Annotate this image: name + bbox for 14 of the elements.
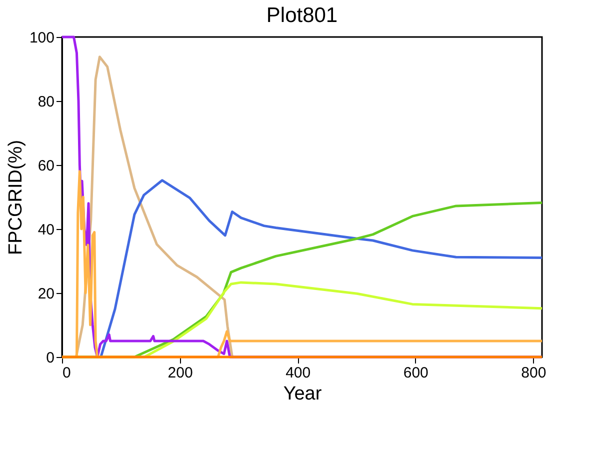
- y-tick-label: 60: [38, 158, 54, 174]
- y-tick-label: 80: [38, 94, 54, 110]
- chart-title: Plot801: [266, 4, 338, 27]
- y-tick-label: 40: [38, 222, 54, 238]
- y-tick-label: 0: [46, 350, 54, 366]
- x-axis-title: Year: [283, 384, 322, 404]
- x-tick-label: 200: [168, 364, 193, 382]
- x-tick-label: 800: [521, 364, 546, 382]
- x-tick-label: 0: [62, 364, 71, 382]
- y-axis-title: FPCGRID(%): [5, 140, 26, 256]
- x-tick-label: 600: [403, 364, 428, 382]
- y-tick-label: 100: [29, 30, 54, 46]
- x-tick-label: 400: [286, 364, 311, 382]
- y-tick-label: 20: [38, 286, 54, 302]
